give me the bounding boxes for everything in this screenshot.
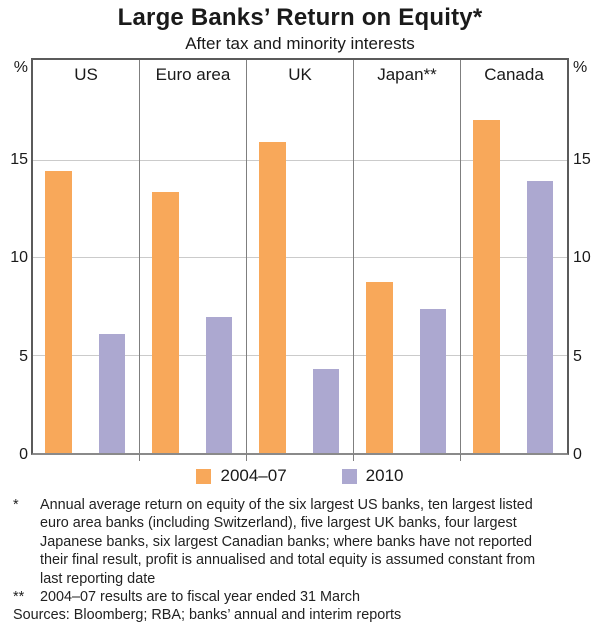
legend-item: 2004–07 bbox=[196, 466, 287, 486]
bar-2010 bbox=[312, 369, 340, 453]
footnotes: * Annual average return on equity of the … bbox=[13, 496, 594, 625]
y-tick-label-right-0: 0 bbox=[573, 446, 582, 463]
bar-2004-07 bbox=[472, 120, 501, 453]
grid-line-10 bbox=[33, 257, 567, 259]
footnote-text: Sources: Bloomberg; RBA; banks’ annual a… bbox=[13, 607, 402, 624]
panel-label: Japan** bbox=[377, 65, 437, 84]
panel-canada: Canada bbox=[461, 60, 567, 453]
y-axis-right: % 0 5 10 15 bbox=[573, 58, 600, 463]
y-axis-left: % 0 5 10 15 bbox=[1, 58, 28, 463]
bar-2010 bbox=[419, 309, 447, 453]
x-axis-tick bbox=[353, 454, 354, 461]
chart-title: Large Banks’ Return on Equity* bbox=[117, 4, 483, 31]
panel-label: UK bbox=[288, 65, 312, 84]
legend: 2004–07 2010 bbox=[0, 465, 600, 487]
panels-row: US Euro area UK Japan** Canada bbox=[33, 60, 567, 461]
panel-uk: UK bbox=[247, 60, 354, 461]
bar-2004-07 bbox=[151, 192, 180, 453]
chart-subtitle: After tax and minority interests bbox=[185, 34, 415, 53]
x-axis-tick bbox=[246, 454, 247, 461]
legend-item: 2010 bbox=[341, 466, 404, 486]
plot-area: US Euro area UK Japan** Canada bbox=[31, 58, 569, 461]
x-axis-tick bbox=[139, 454, 140, 461]
bar-2004-07 bbox=[365, 281, 394, 453]
legend-label: 2010 bbox=[365, 466, 404, 485]
footnote-text: Annual average return on equity of the s… bbox=[40, 497, 536, 587]
y-tick-label-right-5: 5 bbox=[573, 347, 582, 365]
footnote-marker: * bbox=[13, 497, 19, 513]
panel-japan: Japan** bbox=[354, 60, 461, 461]
grid-line-15 bbox=[33, 160, 567, 162]
panel-label: Euro area bbox=[155, 65, 231, 84]
x-axis-tick bbox=[460, 454, 461, 461]
y-axis-unit-right: % bbox=[573, 59, 588, 76]
chart-area: % 0 5 10 15 % 0 5 10 15 US Euro area UK Japan** Ca… bbox=[0, 58, 600, 463]
grid-line-5 bbox=[33, 354, 567, 356]
panel-euroarea: Euro area bbox=[140, 60, 247, 461]
panel-label: Canada bbox=[484, 65, 544, 84]
panel-us: US bbox=[33, 60, 140, 461]
legend-label: 2004–07 bbox=[220, 466, 287, 485]
y-tick-label-right-15: 15 bbox=[573, 151, 591, 169]
footnote: ** 2004–07 results are to fiscal year end… bbox=[13, 588, 594, 606]
y-tick-label-left-10: 10 bbox=[10, 249, 28, 267]
bar-2010 bbox=[98, 334, 126, 453]
bar-2004-07 bbox=[258, 141, 287, 453]
bar-2010 bbox=[526, 180, 554, 453]
panel-label: US bbox=[74, 65, 98, 84]
footnote-marker: ** bbox=[13, 589, 25, 606]
sources-line: Sources: Bloomberg; RBA; banks’ annual a… bbox=[13, 606, 594, 624]
footnote: * Annual average return on equity of the … bbox=[13, 496, 594, 588]
y-tick-label-left-5: 5 bbox=[19, 347, 28, 365]
y-tick-label-right-10: 10 bbox=[573, 249, 591, 267]
legend-swatch bbox=[196, 468, 212, 484]
bar-2004-07 bbox=[44, 170, 73, 453]
legend-swatch bbox=[341, 468, 357, 484]
y-axis-unit-left: % bbox=[13, 59, 28, 76]
bar-2010 bbox=[205, 316, 233, 453]
y-tick-label-left-15: 15 bbox=[10, 151, 28, 169]
footnote-text: 2004–07 results are to fiscal year ended… bbox=[40, 589, 360, 606]
y-tick-label-left-0: 0 bbox=[19, 446, 28, 463]
